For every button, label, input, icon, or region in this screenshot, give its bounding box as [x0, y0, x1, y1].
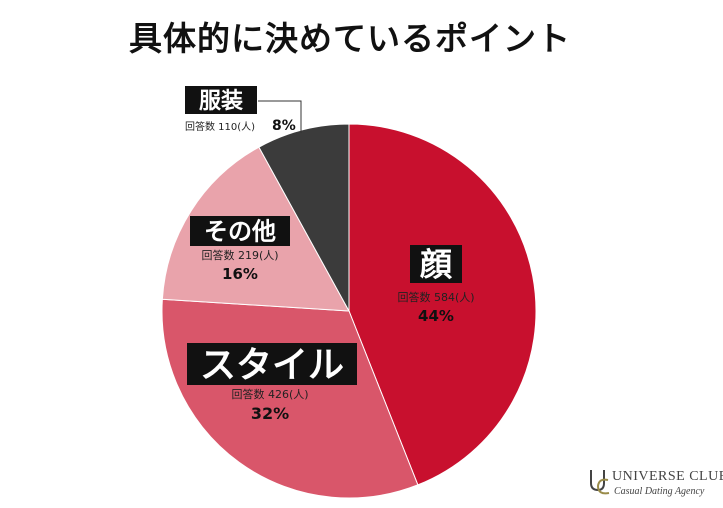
chart-title: 具体的に決めているポイント	[129, 19, 571, 58]
slice-name: その他	[204, 218, 276, 246]
slice-count: 回答数 584(人)	[397, 290, 474, 304]
slice-name: 顔	[420, 246, 453, 284]
pie-slice-0	[348, 123, 537, 486]
brand-name: UNIVERSE CLUB	[612, 469, 723, 484]
leader-line	[258, 100, 302, 133]
universe-club-icon	[590, 470, 610, 495]
slice-count: 回答数 219(人)	[201, 248, 278, 262]
label-box	[187, 343, 357, 385]
brand-tagline: Casual Dating Agency	[614, 486, 705, 497]
label-box	[190, 216, 290, 246]
slice-count: 回答数 110(人)	[185, 120, 255, 133]
label-box	[185, 86, 257, 114]
slice-name: 服装	[199, 89, 243, 114]
slice-count: 回答数 426(人)	[231, 387, 308, 401]
slice-percent: 16%	[222, 265, 258, 283]
pie-slice-3	[258, 123, 350, 312]
pie-slices	[161, 123, 537, 499]
label-box	[410, 245, 462, 283]
slice-percent: 8%	[272, 118, 296, 134]
slice-percent: 44%	[418, 307, 454, 325]
slice-percent: 32%	[251, 404, 289, 423]
slice-name: スタイル	[200, 345, 344, 386]
